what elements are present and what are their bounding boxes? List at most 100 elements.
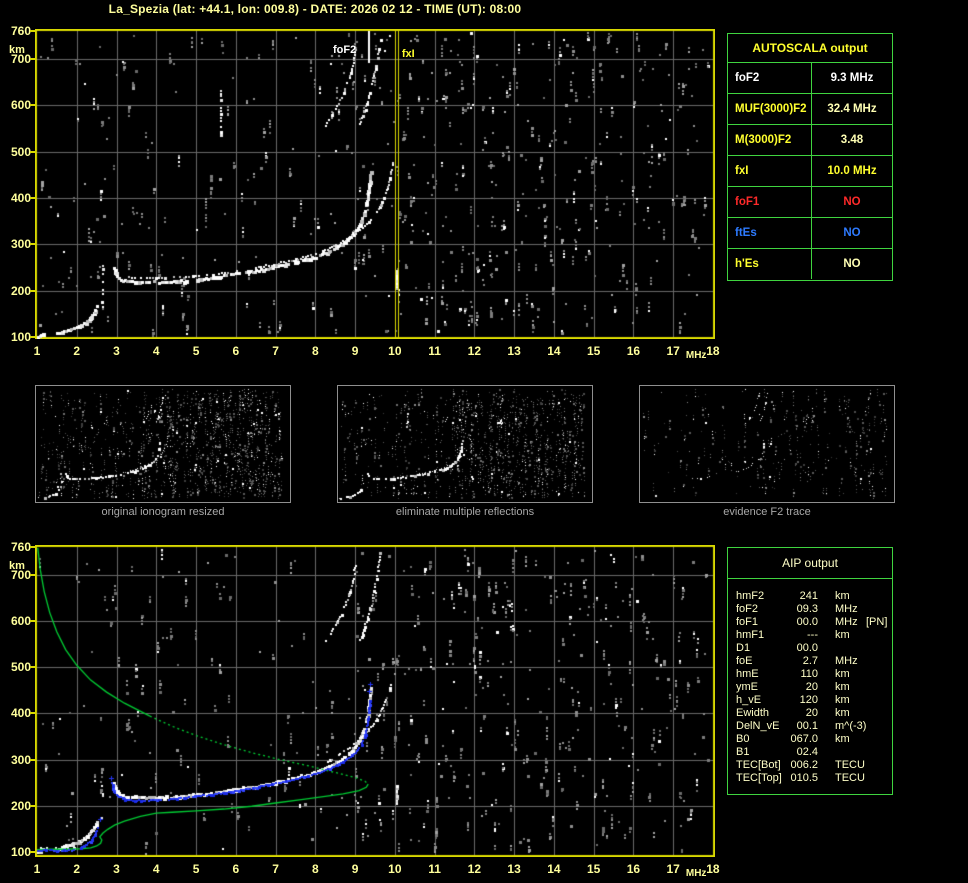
y-axis-tick — [30, 573, 35, 576]
x-tick-label: 4 — [152, 344, 160, 358]
aip-name: DelN_vE — [736, 720, 780, 732]
autoscala-row-value: 3.48 — [840, 134, 864, 146]
autoscala-row-value: 32.4 MHz — [827, 103, 877, 115]
aip-unit: km — [835, 681, 850, 693]
x-tick-label: 14 — [547, 344, 561, 358]
autoscala-row-label: MUF(3000)F2 — [728, 94, 812, 124]
aip-row-hve: h_vE 120 km — [728, 694, 892, 707]
thumbnail-eliminate-reflections — [337, 385, 593, 503]
autoscala-row-label: h'Es — [728, 249, 812, 279]
aip-row-b1: B1 02.4 — [728, 746, 892, 759]
x-tick-label: 6 — [232, 862, 240, 876]
thumbnail-evidence-f2 — [639, 385, 895, 503]
aip-unit: km — [835, 707, 850, 719]
aip-name: hmF2 — [736, 590, 765, 602]
aip-unit: km — [835, 694, 850, 706]
aip-row-hmf1: hmF1 --- km — [728, 629, 892, 642]
aip-name: TEC[Bot] — [736, 759, 781, 771]
y-tick-label: 500 — [10, 660, 31, 675]
aip-name: TEC[Top] — [736, 772, 782, 784]
aip-val: 120 — [799, 694, 818, 706]
autoscala-row-muf3000f2: MUF(3000)F2 32.4 MHz — [728, 94, 892, 125]
x-tick-label: 8 — [311, 344, 319, 358]
y-tick-label: 760 — [10, 24, 31, 38]
x-tick-label: 7 — [272, 862, 279, 876]
aip-name: B1 — [736, 746, 750, 758]
aip-name: hmF1 — [736, 629, 765, 641]
thumbnail-original-ionogram — [35, 385, 291, 503]
autoscala-row-value: NO — [843, 227, 861, 239]
x-tick-label: 2 — [73, 344, 81, 358]
aip-row-yme: ymE 20 km — [728, 681, 892, 694]
autoscala-row-hes: h'Es NO — [728, 249, 892, 279]
aip-unit: MHz — [835, 655, 858, 667]
autoscala-row-label: foF1 — [728, 187, 812, 217]
y-tick-label: 600 — [10, 98, 31, 113]
thumbnail-caption-evidence: evidence F2 trace — [723, 506, 811, 518]
autoscala-row-ftes: ftEs NO — [728, 218, 892, 249]
aip-row-ewidth: Ewidth 20 km — [728, 707, 892, 720]
autoscala-row-value: NO — [843, 258, 861, 270]
page-title: La_Spezia (lat: +44.1, lon: 009.8) - DAT… — [108, 2, 522, 16]
aip-row-tecbot: TEC[Bot] 006.2 TECU — [728, 759, 892, 772]
autoscala-row-value: 10.0 MHz — [827, 165, 877, 177]
x-tick-label: 1 — [33, 344, 41, 358]
autoscala-table-header: AUTOSCALA output — [728, 34, 892, 63]
aip-val: 2.7 — [802, 655, 818, 667]
x-tick-label: 15 — [586, 862, 601, 876]
autoscala-row-fof1: foF1 NO — [728, 187, 892, 218]
aip-row-fof1: foF1 00.0 MHz [PN] — [728, 616, 892, 629]
bottom-ionogram-plot — [35, 545, 715, 857]
x-tick-label: 16 — [626, 862, 641, 876]
x-tick-label: 7 — [272, 344, 279, 358]
x-tick-label: 13 — [507, 862, 521, 876]
aip-unit: km — [835, 629, 850, 641]
aip-unit: TECU — [835, 759, 865, 771]
aip-val: 010.5 — [790, 772, 818, 784]
y-axis-tick — [30, 104, 35, 107]
autoscala-row-fof2: foF2 9.3 MHz — [728, 63, 892, 94]
x-tick-label: 10 — [388, 862, 402, 876]
aip-name: Ewidth — [736, 707, 770, 719]
thumbnail-caption-original: original ionogram resized — [101, 506, 225, 518]
aip-unit: MHz — [835, 616, 858, 628]
aip-val: 20 — [805, 707, 818, 719]
aip-row-tectop: TEC[Top] 010.5 TECU — [728, 772, 892, 785]
aip-unit: km — [835, 590, 850, 602]
x-axis-unit-label: MHz — [685, 868, 707, 879]
x-tick-label: 1 — [33, 862, 41, 876]
aip-name: foE — [736, 655, 753, 667]
x-tick-label: 3 — [113, 344, 120, 358]
autoscala-row-label: M(3000)F2 — [728, 125, 812, 155]
x-tick-label: 6 — [232, 344, 240, 358]
y-tick-label: 600 — [10, 613, 31, 628]
aip-row-b0: B0 067.0 km — [728, 733, 892, 746]
y-axis-unit-label: km — [9, 560, 25, 572]
aip-val: 00.0 — [796, 616, 818, 628]
aip-val: 110 — [800, 668, 818, 680]
y-tick-label: 100 — [10, 844, 31, 859]
x-tick-label: 4 — [152, 862, 160, 876]
aip-unit: TECU — [835, 772, 865, 784]
x-tick-label: 5 — [192, 344, 200, 358]
autoscala-row-label: foF2 — [728, 63, 812, 93]
autoscala-row-m3000f2: M(3000)F2 3.48 — [728, 125, 892, 156]
bottom-ionogram-canvas — [35, 545, 715, 857]
autoscala-row-value: 9.3 MHz — [830, 72, 874, 84]
x-tick-label: 9 — [351, 862, 359, 876]
y-axis-tick — [30, 712, 35, 715]
x-tick-label: 5 — [192, 862, 200, 876]
thumbnail-eliminate-canvas — [338, 386, 592, 502]
y-tick-label: 100 — [10, 330, 31, 344]
top-ionogram-canvas — [35, 29, 715, 339]
y-axis-tick — [30, 289, 35, 292]
aip-name: foF2 — [736, 603, 759, 615]
aip-row-hmf2: hmF2 241 km — [728, 590, 892, 603]
autoscala-row-label: fxI — [728, 156, 812, 186]
y-axis-tick — [30, 30, 35, 32]
aip-table-header: AIP output — [728, 548, 892, 579]
aip-output-table: AIP output hmF2 241 km foF2 09.3 MHz foF1 00.0 M… — [727, 547, 893, 795]
x-tick-label: 12 — [467, 862, 482, 876]
autoscala-row-fxi: fxI 10.0 MHz — [728, 156, 892, 187]
y-axis-tick — [30, 336, 35, 338]
